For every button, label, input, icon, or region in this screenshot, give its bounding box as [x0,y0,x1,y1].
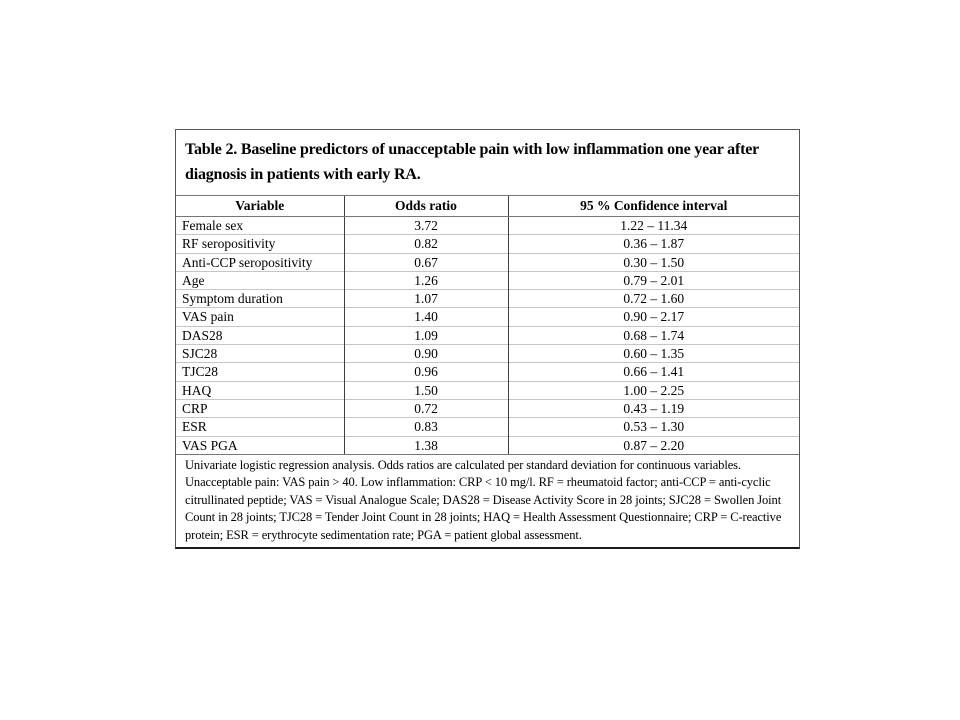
table-row: SJC28 0.90 0.60 – 1.35 [176,344,799,363]
cell-variable: DAS28 [176,325,344,345]
cell-variable: SJC28 [176,344,344,363]
cell-confidence-interval: 0.87 – 2.20 [507,435,799,454]
cell-variable: CRP [176,398,344,418]
column-header-confidence-interval: 95 % Confidence interval [507,196,799,217]
cell-variable: Female sex [182,218,244,233]
table-row: VAS PGA 1.38 0.87 – 2.20 [176,435,799,454]
cell-variable: VAS PGA [176,435,344,454]
table-footnote: Univariate logistic regression analysis.… [176,453,799,548]
cell-odds-ratio: 1.38 [343,435,508,454]
cell-odds-ratio: 1.26 [343,270,508,290]
cell-variable: TJC28 [176,362,344,382]
cell-confidence-interval: 0.66 – 1.41 [507,362,799,382]
table-row: DAS28 1.09 0.68 – 1.74 [176,325,799,345]
cell-odds-ratio: 0.83 [343,417,508,437]
cell-confidence-interval: 0.36 – 1.87 [507,234,799,254]
baseline-predictors-table: Table 2. Baseline predictors of unaccept… [175,129,800,550]
cell-confidence-interval: 0.90 – 2.17 [507,307,799,327]
cell-confidence-interval: 0.43 – 1.19 [507,398,799,418]
table-row: VAS pain 1.40 0.90 – 2.17 [176,307,799,327]
cell-variable: VAS pain [176,307,344,327]
cell-odds-ratio: 3.72 [343,216,508,235]
table-row: HAQ 1.50 1.00 – 2.25 [176,380,799,400]
cell-confidence-interval: 0.60 – 1.35 [507,344,799,363]
cell-odds-ratio: 1.09 [343,325,508,345]
cell-confidence-interval: 0.68 – 1.74 [507,325,799,345]
data-table: Variable Odds ratio 95 % Confidence inte… [176,196,799,454]
cell-confidence-interval: 0.30 – 1.50 [507,252,799,272]
table-row: Age 1.26 0.79 – 2.01 [176,270,799,290]
table-row: Female sex 3.72 1.22 – 11.34 [176,216,799,235]
cell-variable: Anti-CCP seropositivity [176,252,344,272]
table-row: TJC28 0.96 0.66 – 1.41 [176,362,799,382]
table-body: Female sex 3.72 1.22 – 11.34 RF seropositiv… [176,216,799,454]
table-row: RF seropositivity 0.82 0.36 – 1.87 [176,234,799,254]
table-row: Anti-CCP seropositivity 0.67 0.30 – 1.50 [176,252,799,272]
column-header-variable: Variable [176,196,344,217]
cell-odds-ratio: 0.72 [343,398,508,418]
cell-confidence-interval: 1.22 – 11.34 [507,216,799,235]
cell-odds-ratio: 0.90 [343,344,508,363]
table-row: ESR 0.83 0.53 – 1.30 [176,417,799,437]
cell-variable: Symptom duration [176,289,344,308]
table-row: Symptom duration 1.07 0.72 – 1.60 [176,289,799,308]
cell-odds-ratio: 0.67 [343,252,508,272]
cell-odds-ratio: 1.07 [343,289,508,308]
cell-variable: ESR [176,417,344,437]
cell-odds-ratio: 0.96 [343,362,508,382]
column-header-odds-ratio: Odds ratio [343,196,508,217]
cell-variable: HAQ [176,380,344,400]
cell-odds-ratio: 0.82 [343,234,508,254]
cell-confidence-interval: 0.79 – 2.01 [507,270,799,290]
header-row: Variable Odds ratio 95 % Confidence inte… [176,196,799,217]
cell-odds-ratio: 1.50 [343,380,508,400]
cell-variable: RF seropositivity [176,234,344,254]
cell-odds-ratio: 1.40 [343,307,508,327]
cell-confidence-interval: 1.00 – 2.25 [507,380,799,400]
cell-confidence-interval: 0.72 – 1.60 [507,289,799,308]
cell-variable: Age [176,270,344,290]
table-title: Table 2. Baseline predictors of unaccept… [176,130,799,196]
table-row: CRP 0.72 0.43 – 1.19 [176,398,799,418]
cell-confidence-interval: 0.53 – 1.30 [507,417,799,437]
